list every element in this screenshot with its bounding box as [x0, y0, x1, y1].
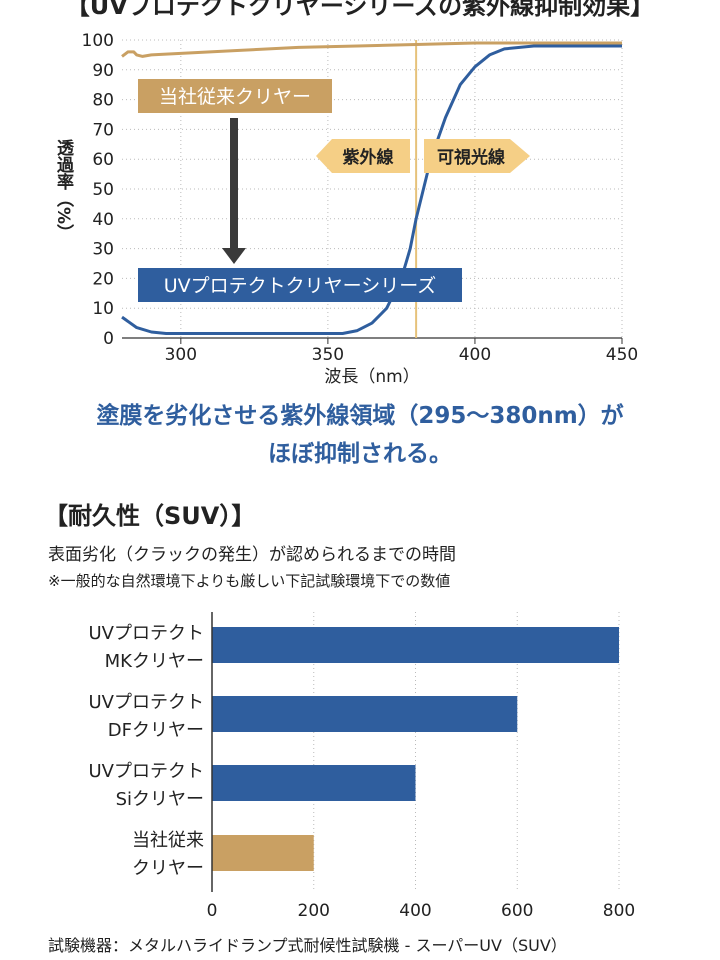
bar	[212, 696, 518, 732]
y-tick-label: 20	[92, 269, 114, 289]
caption-line-2: ほぼ抑制される。	[268, 441, 452, 467]
bar	[212, 627, 619, 663]
x-tick-label: 300	[165, 345, 197, 365]
x-tick-label: 800	[603, 901, 635, 921]
x-tick-label: 400	[399, 901, 431, 921]
section-note: ※一般的な自然環境下よりも厳しい下記試験環境下での数値	[48, 572, 451, 590]
footer-note: 試験機器：メタルハライドランプ式耐候性試験機 - スーパーUV（SUV）	[48, 936, 567, 955]
section-subtitle: 表面劣化（クラックの発生）が認められるまでの時間	[48, 545, 456, 565]
y-tick-label: 50	[92, 180, 114, 200]
y-tick-label: 90	[92, 61, 114, 81]
down-arrow-shaft	[230, 118, 238, 248]
bar	[212, 765, 416, 801]
y-tick-label: 0	[103, 329, 114, 349]
x-tick-label: 450	[606, 345, 638, 365]
chart-title: 【UVプロテクトクリヤーシリーズの紫外線抑制効果】	[65, 0, 655, 20]
bar-label: UVプロテクト DFクリヤー	[88, 692, 205, 741]
caption-line-1: 塗膜を劣化させる紫外線領域（295〜380nm）が	[96, 403, 624, 429]
legend-box-uv-protect	[138, 268, 462, 302]
y-axis-label: 透過率（%）	[53, 138, 74, 241]
x-axis-label: 波長（nm）	[324, 367, 419, 387]
y-tick-label: 60	[92, 150, 114, 170]
down-arrow-head	[222, 248, 246, 264]
x-tick-label: 350	[312, 345, 344, 365]
legend-box-conventional	[138, 79, 332, 113]
x-tick-label: 600	[501, 901, 533, 921]
x-tick-label: 200	[298, 901, 330, 921]
y-tick-label: 100	[82, 31, 114, 51]
y-tick-label: 70	[92, 120, 114, 140]
series-line-conventional	[121, 41, 622, 58]
y-tick-label: 80	[92, 91, 114, 111]
visible-arrow	[424, 139, 530, 173]
visible-arrow-label: 可視光線	[437, 147, 505, 168]
x-tick-label: 400	[459, 345, 491, 365]
uv-arrow	[316, 139, 410, 173]
section-heading: 【耐久性（SUV）】	[44, 502, 256, 530]
bar-label: 当社従来 クリヤー	[132, 830, 204, 879]
bar-label: UVプロテクト MKクリヤー	[88, 623, 205, 672]
uv-arrow-label: 紫外線	[343, 147, 394, 168]
x-tick-label: 0	[207, 901, 218, 921]
legend-label-uv-protect: UVプロテクトクリヤーシリーズ	[164, 275, 437, 297]
y-tick-label: 10	[92, 299, 114, 319]
bar-label: UVプロテクト Siクリヤー	[88, 761, 205, 810]
y-tick-label: 40	[92, 210, 114, 230]
bar	[212, 835, 314, 871]
legend-label-conventional: 当社従来クリヤー	[159, 86, 311, 108]
y-tick-label: 30	[92, 240, 114, 260]
